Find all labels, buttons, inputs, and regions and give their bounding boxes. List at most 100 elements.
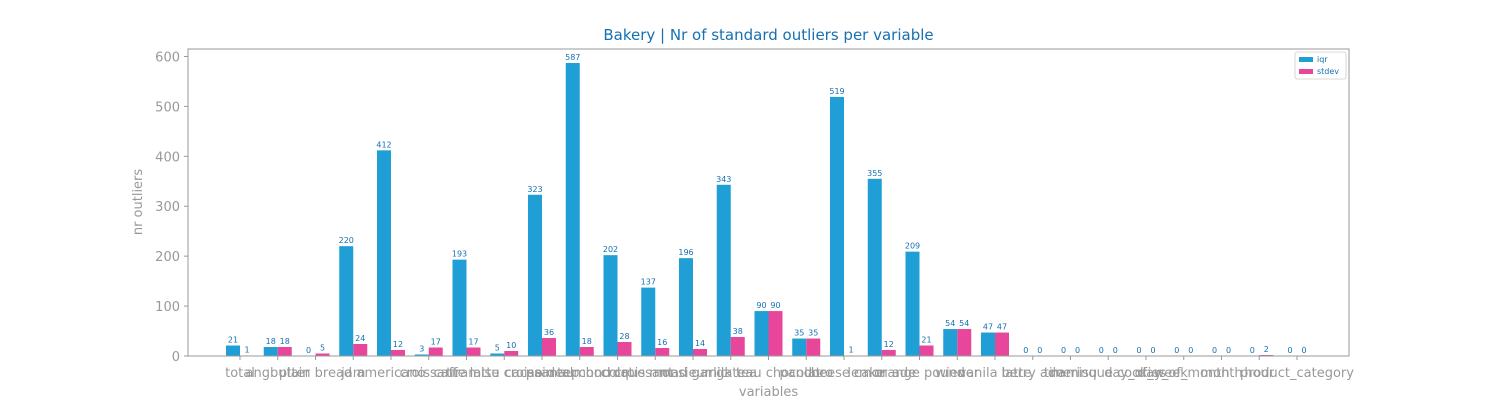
data-label: 0 xyxy=(1301,346,1306,355)
bar-iqr xyxy=(868,179,882,356)
bar-stdev xyxy=(391,350,405,356)
bar-stdev xyxy=(542,338,556,356)
plot-frame xyxy=(188,49,1349,356)
data-label: 0 xyxy=(1287,346,1292,355)
y-tick-label: 400 xyxy=(155,150,180,165)
data-label: 323 xyxy=(527,185,542,194)
data-label: 355 xyxy=(867,169,882,178)
bar-iqr xyxy=(528,195,542,356)
bar-iqr xyxy=(906,252,920,356)
data-label: 5 xyxy=(320,344,325,353)
data-label: 14 xyxy=(695,339,705,348)
bar-stdev xyxy=(769,311,783,356)
legend-label-stdev: stdev xyxy=(1317,67,1339,76)
x-tick-label: product_category xyxy=(1240,366,1354,381)
data-label: 24 xyxy=(355,334,365,343)
bar-stdev xyxy=(278,347,292,356)
data-label: 18 xyxy=(582,337,592,346)
bar-iqr xyxy=(717,185,731,356)
bar-stdev xyxy=(353,344,367,356)
y-tick-label: 200 xyxy=(155,250,180,265)
bar-iqr xyxy=(792,339,806,356)
data-label: 10 xyxy=(506,341,516,350)
data-label: 35 xyxy=(808,329,818,338)
bar-iqr xyxy=(830,97,844,356)
bar-iqr xyxy=(226,346,240,356)
data-label: 17 xyxy=(431,338,441,347)
data-label: 90 xyxy=(756,301,766,310)
data-label: 2 xyxy=(1264,345,1269,354)
bar-iqr xyxy=(981,333,995,356)
data-label: 35 xyxy=(794,329,804,338)
y-tick-label: 600 xyxy=(155,50,180,65)
data-label: 202 xyxy=(603,245,618,254)
data-label: 0 xyxy=(306,346,311,355)
bar-stdev xyxy=(806,339,820,356)
bar-iqr xyxy=(453,260,467,356)
bar-iqr xyxy=(566,63,580,356)
data-label: 0 xyxy=(1150,346,1155,355)
data-label: 3 xyxy=(419,345,424,354)
chart-title: Bakery | Nr of standard outliers per var… xyxy=(603,26,933,44)
bar-stdev xyxy=(429,348,443,356)
bar-stdev xyxy=(957,329,971,356)
y-axis-label: nr outliers xyxy=(131,169,146,236)
bar-iqr xyxy=(679,258,693,356)
bar-iqr xyxy=(264,347,278,356)
data-label: 0 xyxy=(1174,346,1179,355)
data-label: 0 xyxy=(1075,346,1080,355)
data-label: 137 xyxy=(641,278,656,287)
data-label: 5 xyxy=(495,344,500,353)
data-label: 12 xyxy=(884,340,894,349)
bar-stdev xyxy=(995,333,1009,356)
data-label: 17 xyxy=(468,338,478,347)
data-label: 28 xyxy=(619,332,629,341)
data-label: 519 xyxy=(829,87,844,96)
bar-stdev xyxy=(920,346,934,356)
bar-stdev xyxy=(467,348,481,356)
data-label: 36 xyxy=(544,328,554,337)
bar-stdev xyxy=(731,337,745,356)
bar-stdev xyxy=(882,350,896,356)
data-label: 21 xyxy=(228,336,238,345)
data-label: 54 xyxy=(945,319,955,328)
data-label: 1 xyxy=(244,346,249,355)
bar-stdev xyxy=(580,347,594,356)
data-label: 12 xyxy=(393,340,403,349)
data-label: 343 xyxy=(716,175,731,184)
data-label: 0 xyxy=(1136,346,1141,355)
legend-swatch-stdev xyxy=(1299,69,1313,74)
data-label: 0 xyxy=(1099,346,1104,355)
bar-iqr xyxy=(377,150,391,356)
data-label: 0 xyxy=(1113,346,1118,355)
data-label: 0 xyxy=(1061,346,1066,355)
bar-stdev xyxy=(655,348,669,356)
data-label: 1 xyxy=(848,346,853,355)
data-label: 47 xyxy=(997,323,1007,332)
data-label: 0 xyxy=(1023,346,1028,355)
data-label: 0 xyxy=(1250,346,1255,355)
data-label: 209 xyxy=(905,242,920,251)
data-label: 220 xyxy=(339,236,354,245)
data-label: 47 xyxy=(983,323,993,332)
x-tick-label: month xyxy=(1200,366,1242,381)
data-label: 18 xyxy=(280,337,290,346)
bars-layer xyxy=(226,63,1273,356)
data-label: 587 xyxy=(565,53,580,62)
y-tick-label: 100 xyxy=(155,300,180,315)
bar-iqr xyxy=(339,246,353,356)
data-label: 21 xyxy=(921,336,931,345)
data-label: 90 xyxy=(770,301,780,310)
data-label: 196 xyxy=(678,248,693,257)
data-label: 16 xyxy=(657,338,667,347)
data-label: 0 xyxy=(1226,346,1231,355)
data-label: 0 xyxy=(1212,346,1217,355)
data-label: 0 xyxy=(1188,346,1193,355)
bar-iqr xyxy=(641,288,655,356)
data-label: 54 xyxy=(959,319,969,328)
bar-stdev xyxy=(693,349,707,356)
bar-stdev xyxy=(618,342,632,356)
data-label: 412 xyxy=(376,140,391,149)
data-label: 38 xyxy=(733,327,743,336)
